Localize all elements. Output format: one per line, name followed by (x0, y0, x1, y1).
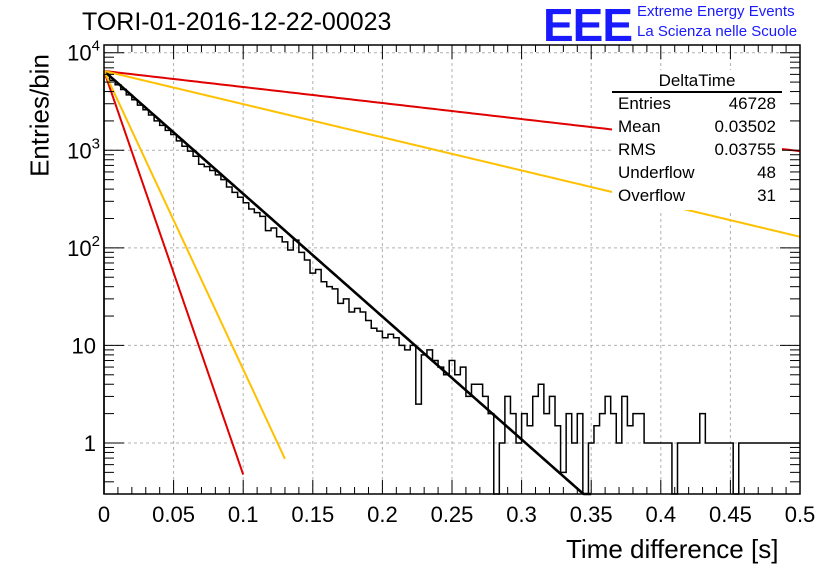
eee-logo-text: Extreme Energy Events La Scienza nelle S… (637, 2, 797, 42)
stats-box: DeltaTime Entries 46728 Mean 0.03502 RMS… (612, 70, 782, 210)
axis-ticks (103, 45, 801, 495)
fit-curve-yellow (103, 70, 286, 460)
x-tick-label: 0.05 (152, 502, 195, 527)
stats-title: DeltaTime (612, 70, 782, 93)
stats-value: 48 (757, 163, 776, 182)
x-axis-label: Time difference [s] (566, 534, 779, 564)
y-tick-label: 1 (84, 431, 96, 456)
x-tick-label: 0.15 (291, 502, 334, 527)
fit-curve-red (103, 70, 245, 475)
histogram (103, 73, 800, 495)
x-tick-label: 0.4 (646, 502, 677, 527)
stats-value: 0.03755 (714, 140, 776, 159)
stats-key: Overflow (618, 186, 686, 205)
tick-labels: 0 0.05 0.1 0.15 0.2 0.25 0.3 0.35 0.4 0.45 0.5 1 10 1… (67, 38, 815, 527)
stats-key: Mean (618, 117, 661, 136)
x-tick-label: 0 (98, 502, 110, 527)
y-tick-label: 103 (67, 135, 100, 163)
y-axis-label: Entries/bin (24, 54, 55, 177)
x-tick-label: 0.2 (367, 502, 398, 527)
chart-title: TORI-01-2016-12-22-00023 (82, 8, 392, 36)
logo-line-2: La Scienza nelle Scuole (637, 23, 798, 40)
y-tick-label: 10 (72, 333, 96, 358)
x-tick-label: 0.45 (709, 502, 752, 527)
stats-value: 31 (757, 186, 776, 205)
stats-key: Entries (618, 94, 671, 113)
fit-curve-black (103, 70, 592, 496)
stats-value: 0.03502 (714, 117, 776, 136)
x-tick-label: 0.5 (785, 502, 816, 527)
histogram-steps (103, 73, 800, 495)
x-tick-label: 0.1 (228, 502, 259, 527)
x-tick-label: 0.25 (431, 502, 474, 527)
eee-logo: EEE (543, 0, 633, 51)
y-tick-label: 104 (67, 38, 100, 66)
stats-key: RMS (618, 140, 656, 159)
y-tick-label: 102 (67, 233, 100, 261)
x-tick-label: 0.3 (506, 502, 537, 527)
logo-line-1: Extreme Energy Events (637, 3, 795, 20)
stats-value: 46728 (728, 94, 776, 113)
stats-key: Underflow (618, 163, 695, 182)
x-tick-label: 0.35 (570, 502, 613, 527)
